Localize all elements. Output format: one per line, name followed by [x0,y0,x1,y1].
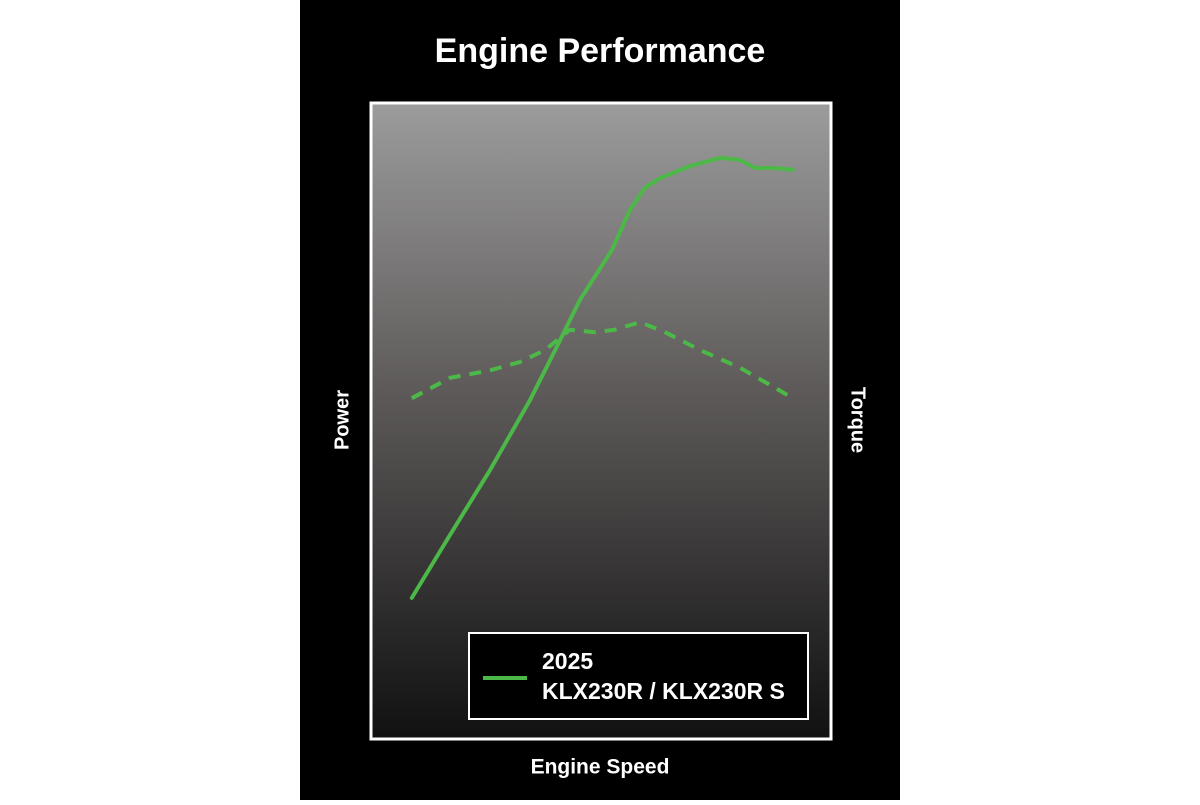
y-axis-label: Power [331,390,353,450]
chart-title: Engine Performance [435,32,766,70]
series-group [409,155,795,600]
torque-line [410,320,794,400]
power-line [409,155,795,600]
legend-label: KLX230R / KLX230R S [542,678,785,704]
x-axis-label: Engine Speed [531,756,670,779]
legend-label: 2025 [542,648,593,674]
y2-axis-label: Torque [847,387,869,453]
